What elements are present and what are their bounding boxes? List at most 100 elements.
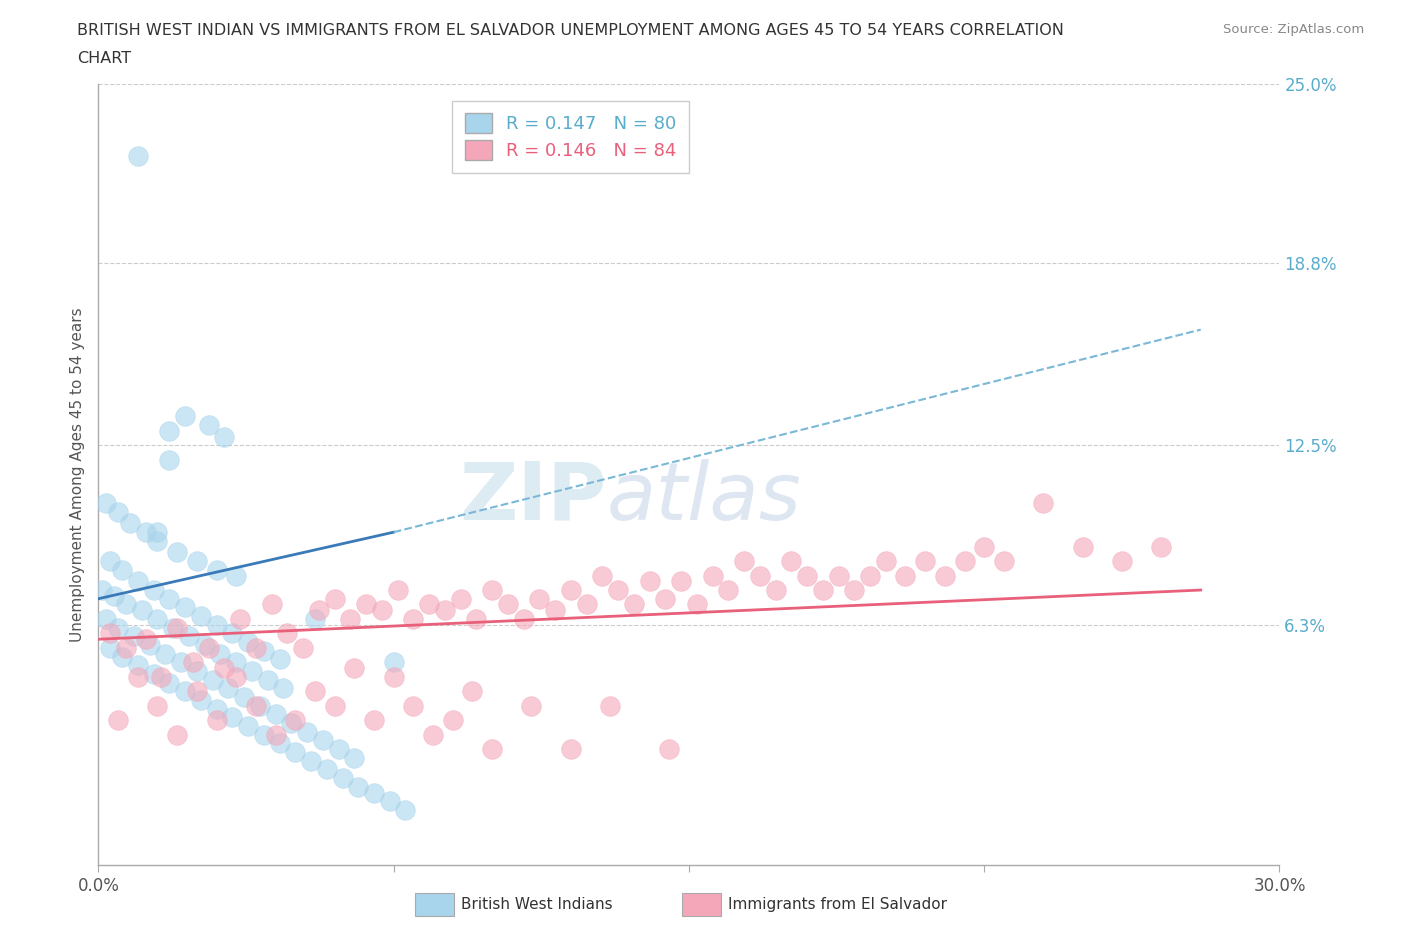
Point	[118, 516, 141, 531]
Point	[131, 603, 153, 618]
Point	[394, 803, 416, 817]
Point	[190, 693, 212, 708]
Point	[157, 591, 180, 606]
Point	[233, 690, 256, 705]
Point	[363, 712, 385, 727]
Point	[245, 641, 267, 656]
Point	[205, 712, 228, 727]
Point	[520, 698, 543, 713]
Point	[387, 582, 409, 597]
Point	[599, 698, 621, 713]
Point	[276, 626, 298, 641]
Point	[934, 568, 956, 583]
Point	[166, 545, 188, 560]
Point	[115, 597, 138, 612]
Point	[155, 646, 177, 661]
Point	[107, 504, 129, 519]
Point	[186, 553, 208, 568]
Point	[1150, 539, 1173, 554]
Point	[177, 629, 200, 644]
Point	[111, 649, 134, 664]
Point	[312, 733, 335, 748]
Point	[209, 646, 232, 661]
Point	[1071, 539, 1094, 554]
Point	[295, 724, 318, 739]
Point	[157, 452, 180, 467]
Point	[402, 612, 425, 627]
Point	[205, 563, 228, 578]
Point	[993, 553, 1015, 568]
Point	[146, 534, 169, 549]
Point	[260, 597, 283, 612]
Point	[575, 597, 598, 612]
Point	[292, 641, 315, 656]
Point	[304, 612, 326, 627]
Point	[299, 753, 322, 768]
Point	[135, 631, 157, 646]
Point	[236, 634, 259, 649]
Point	[197, 641, 219, 656]
Point	[225, 655, 247, 670]
Point	[371, 603, 394, 618]
Point	[382, 655, 405, 670]
Point	[496, 597, 519, 612]
Point	[1032, 496, 1054, 511]
Point	[973, 539, 995, 554]
Point	[363, 785, 385, 800]
Text: Source: ZipAtlas.com: Source: ZipAtlas.com	[1223, 23, 1364, 36]
Point	[98, 626, 121, 641]
Point	[323, 698, 346, 713]
Point	[269, 736, 291, 751]
Point	[315, 762, 337, 777]
Point	[328, 742, 350, 757]
Point	[225, 568, 247, 583]
Text: BRITISH WEST INDIAN VS IMMIGRANTS FROM EL SALVADOR UNEMPLOYMENT AMONG AGES 45 TO: BRITISH WEST INDIAN VS IMMIGRANTS FROM E…	[77, 23, 1064, 38]
Text: atlas: atlas	[606, 458, 801, 537]
Point	[859, 568, 882, 583]
Point	[343, 751, 366, 765]
Point	[638, 574, 661, 589]
Point	[146, 698, 169, 713]
Point	[205, 701, 228, 716]
Text: Immigrants from El Salvador: Immigrants from El Salvador	[728, 897, 948, 912]
Point	[654, 591, 676, 606]
Point	[382, 670, 405, 684]
Point	[686, 597, 709, 612]
Point	[166, 727, 188, 742]
Point	[264, 727, 287, 742]
Point	[343, 660, 366, 675]
Point	[122, 629, 145, 644]
Point	[450, 591, 472, 606]
Point	[669, 574, 692, 589]
Point	[378, 794, 401, 809]
Point	[280, 716, 302, 731]
Point	[170, 655, 193, 670]
Point	[150, 670, 173, 684]
Point	[529, 591, 551, 606]
Point	[146, 612, 169, 627]
Point	[894, 568, 917, 583]
Point	[354, 597, 377, 612]
Point	[103, 589, 125, 604]
Point	[481, 582, 503, 597]
Point	[273, 681, 295, 696]
Point	[166, 620, 188, 635]
Point	[142, 667, 165, 682]
Point	[135, 525, 157, 539]
Point	[1111, 553, 1133, 568]
Point	[512, 612, 534, 627]
Point	[194, 638, 217, 653]
Point	[127, 670, 149, 684]
Point	[827, 568, 849, 583]
Point	[174, 600, 197, 615]
Point	[111, 563, 134, 578]
Point	[174, 684, 197, 698]
Point	[607, 582, 630, 597]
Point	[402, 698, 425, 713]
Point	[658, 742, 681, 757]
Point	[127, 574, 149, 589]
Point	[236, 719, 259, 734]
Point	[560, 742, 582, 757]
Point	[953, 553, 976, 568]
Point	[96, 496, 118, 511]
